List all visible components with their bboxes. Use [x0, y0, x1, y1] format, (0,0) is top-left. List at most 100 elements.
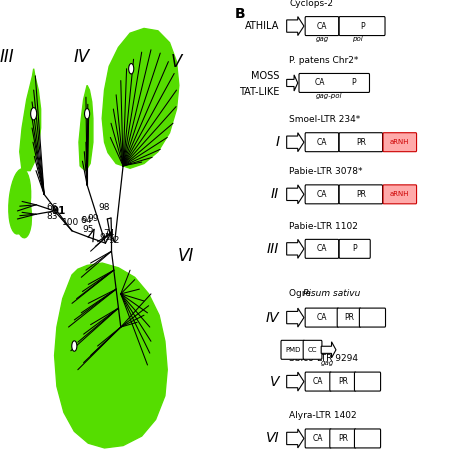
Text: gag-pol: gag-pol	[316, 93, 343, 100]
Circle shape	[84, 109, 90, 119]
Text: III: III	[267, 242, 279, 256]
Text: Pabie-LTR 1102: Pabie-LTR 1102	[289, 222, 358, 230]
Text: P: P	[360, 22, 365, 30]
Text: ATHILA: ATHILA	[245, 21, 279, 31]
Text: III: III	[0, 48, 14, 66]
Text: gag: gag	[321, 360, 334, 366]
Text: CA: CA	[317, 138, 327, 146]
FancyArrow shape	[287, 17, 304, 36]
FancyBboxPatch shape	[305, 17, 339, 36]
Text: 91: 91	[52, 206, 66, 217]
Text: PR: PR	[344, 313, 354, 322]
Text: Cyclops-2: Cyclops-2	[289, 0, 333, 8]
FancyBboxPatch shape	[339, 133, 383, 152]
Text: IV: IV	[265, 310, 279, 325]
Polygon shape	[20, 69, 41, 171]
Text: 6: 6	[81, 217, 86, 225]
Text: pol: pol	[352, 36, 363, 43]
Text: CA: CA	[317, 313, 327, 322]
Text: TAT-LIKE: TAT-LIKE	[239, 87, 279, 98]
Text: I: I	[275, 135, 279, 149]
Text: PR: PR	[338, 377, 348, 386]
Text: CA: CA	[317, 245, 327, 253]
Text: 100: 100	[62, 219, 80, 227]
FancyBboxPatch shape	[383, 133, 417, 152]
FancyArrow shape	[287, 239, 304, 258]
Text: CA: CA	[317, 190, 327, 199]
Ellipse shape	[9, 169, 31, 234]
FancyBboxPatch shape	[303, 340, 322, 359]
Ellipse shape	[15, 191, 31, 238]
FancyBboxPatch shape	[305, 372, 331, 391]
Text: 99: 99	[87, 214, 99, 222]
Text: PR: PR	[356, 190, 366, 199]
Text: aRNH: aRNH	[390, 139, 410, 145]
Text: CA: CA	[313, 434, 323, 443]
Text: 66: 66	[46, 203, 58, 211]
Text: MOSS: MOSS	[251, 71, 279, 81]
Text: Smoel-LTR 234*: Smoel-LTR 234*	[289, 115, 360, 124]
FancyBboxPatch shape	[355, 372, 381, 391]
FancyBboxPatch shape	[339, 185, 383, 204]
Text: 91: 91	[100, 233, 111, 241]
Text: CC: CC	[308, 347, 317, 353]
Polygon shape	[102, 28, 179, 168]
Text: 98: 98	[99, 203, 110, 212]
FancyBboxPatch shape	[305, 185, 339, 204]
Text: Sbico-LTR 9294: Sbico-LTR 9294	[289, 355, 358, 363]
Text: 74: 74	[103, 229, 114, 237]
Text: 83: 83	[46, 212, 58, 221]
FancyArrow shape	[287, 308, 304, 327]
FancyArrow shape	[287, 185, 304, 204]
FancyBboxPatch shape	[337, 308, 361, 327]
FancyBboxPatch shape	[339, 239, 370, 258]
FancyArrow shape	[287, 429, 304, 448]
FancyArrow shape	[287, 372, 304, 391]
FancyBboxPatch shape	[305, 429, 331, 448]
Text: P: P	[352, 245, 357, 253]
Polygon shape	[55, 263, 167, 448]
FancyArrow shape	[321, 342, 336, 358]
FancyArrow shape	[287, 75, 298, 91]
Text: V: V	[171, 53, 182, 71]
FancyBboxPatch shape	[330, 372, 356, 391]
FancyBboxPatch shape	[355, 429, 381, 448]
FancyBboxPatch shape	[305, 308, 339, 327]
FancyBboxPatch shape	[330, 429, 356, 448]
FancyBboxPatch shape	[339, 17, 385, 36]
Circle shape	[128, 64, 134, 74]
Text: aRNH: aRNH	[390, 191, 410, 197]
Text: 94: 94	[82, 217, 92, 225]
Text: Alyra-LTR 1402: Alyra-LTR 1402	[289, 411, 357, 420]
FancyArrow shape	[287, 133, 304, 152]
Text: Pisum sativu: Pisum sativu	[303, 290, 360, 298]
FancyBboxPatch shape	[383, 185, 417, 204]
Text: CA: CA	[313, 377, 323, 386]
Text: V: V	[270, 374, 279, 389]
FancyBboxPatch shape	[305, 239, 339, 258]
Text: 95: 95	[82, 226, 94, 234]
Circle shape	[72, 341, 77, 351]
Text: Ogre: Ogre	[289, 290, 314, 298]
FancyBboxPatch shape	[281, 340, 305, 359]
Text: PR: PR	[338, 434, 348, 443]
Text: P. patens Chr2*: P. patens Chr2*	[289, 56, 358, 64]
FancyBboxPatch shape	[305, 133, 339, 152]
Circle shape	[31, 108, 36, 120]
Text: PR: PR	[356, 138, 366, 146]
Text: CA: CA	[314, 79, 325, 87]
FancyBboxPatch shape	[299, 73, 370, 92]
Polygon shape	[79, 85, 93, 171]
Text: VI: VI	[265, 431, 279, 446]
Text: VI: VI	[178, 247, 194, 265]
Text: II: II	[271, 187, 279, 201]
Text: B: B	[235, 7, 246, 21]
Text: Pabie-LTR 3078*: Pabie-LTR 3078*	[289, 167, 363, 176]
Text: P: P	[352, 79, 356, 87]
Text: PMD: PMD	[285, 347, 301, 353]
Text: gag: gag	[315, 36, 328, 43]
Text: 92: 92	[108, 236, 119, 245]
Text: CA: CA	[317, 22, 327, 30]
Text: IV: IV	[73, 48, 90, 66]
FancyBboxPatch shape	[359, 308, 385, 327]
